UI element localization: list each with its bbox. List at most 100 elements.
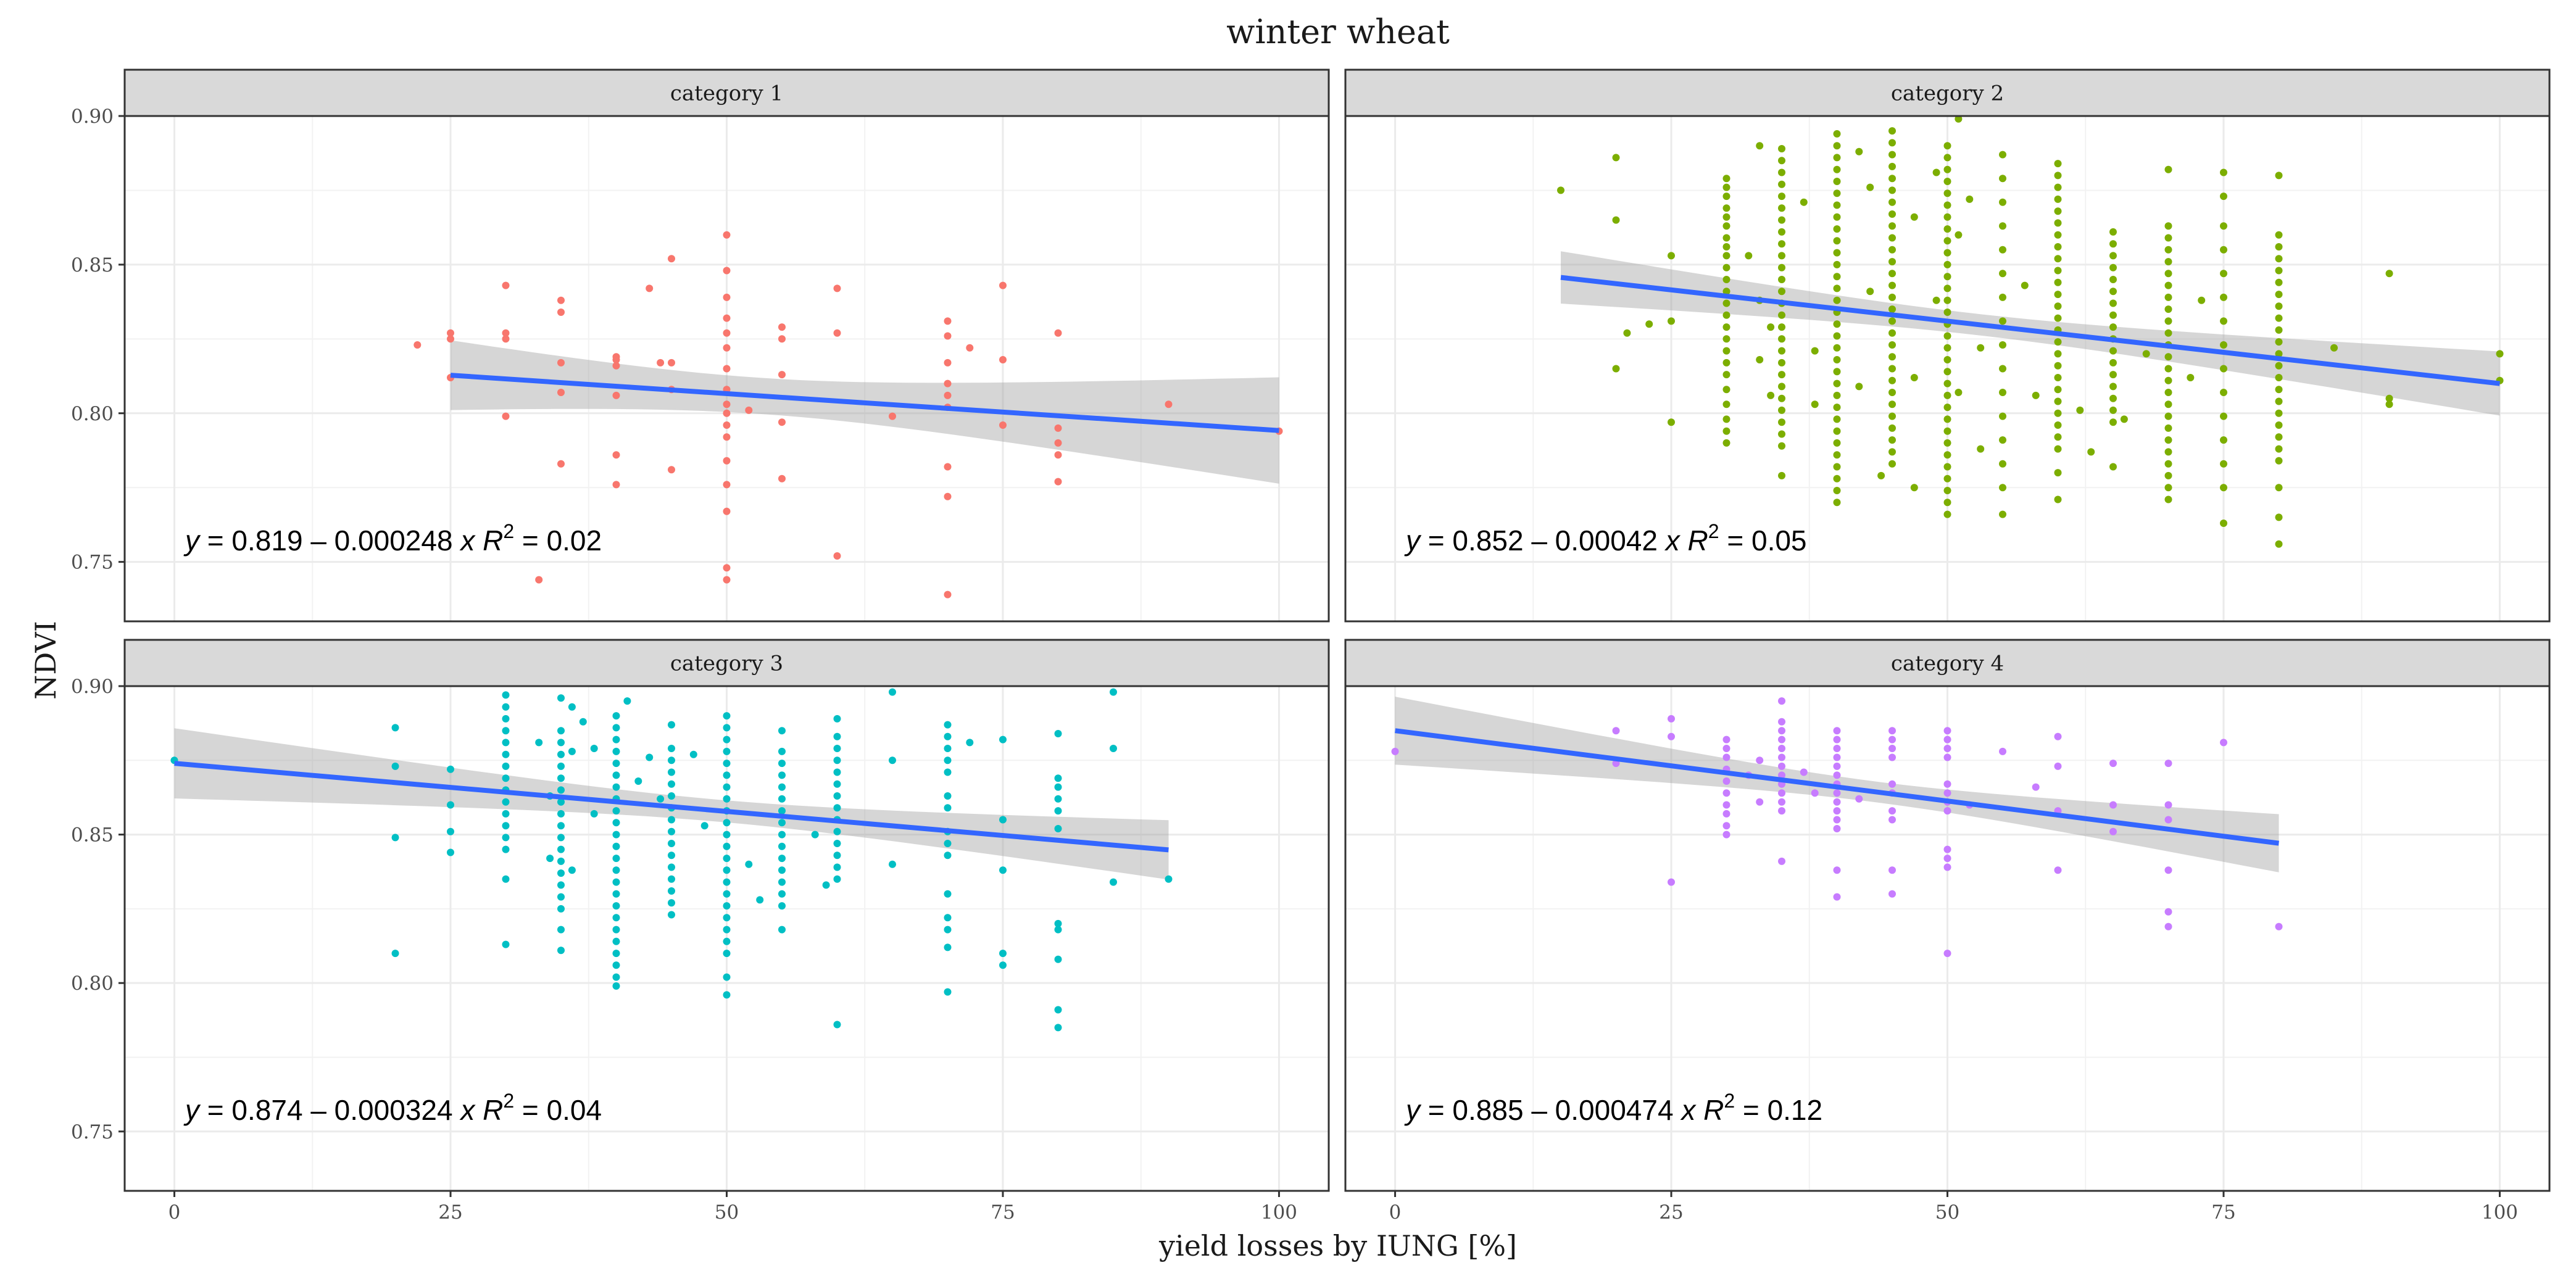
data-point — [2120, 415, 2128, 423]
data-point — [2220, 317, 2227, 325]
data-point — [2054, 762, 2062, 770]
data-point — [2109, 801, 2117, 809]
data-point — [1888, 460, 1896, 468]
facet-strip — [1344, 639, 2551, 687]
x-tick-label: 25 — [438, 1201, 462, 1224]
data-point — [1778, 745, 1785, 752]
data-point — [1778, 288, 1785, 296]
data-point — [1833, 391, 1841, 399]
data-point — [2109, 358, 2117, 367]
data-point — [833, 745, 841, 752]
data-point — [1110, 688, 1117, 696]
data-point — [944, 792, 952, 800]
data-point — [1943, 344, 1951, 352]
data-point — [944, 745, 952, 752]
data-point — [723, 937, 731, 945]
data-point — [944, 988, 952, 996]
data-point — [2021, 281, 2029, 289]
data-point — [657, 795, 665, 803]
data-point — [2164, 908, 2172, 916]
data-point — [1778, 347, 1785, 355]
data-point — [1722, 789, 1730, 797]
data-point — [723, 293, 731, 301]
data-point — [1833, 142, 1841, 150]
data-point — [778, 727, 786, 735]
data-point — [2164, 222, 2172, 230]
data-point — [723, 855, 731, 863]
data-point — [1778, 807, 1785, 815]
data-point — [612, 481, 620, 489]
data-point — [1943, 213, 1951, 221]
data-point — [1888, 151, 1896, 159]
data-point — [1943, 855, 1951, 863]
data-point — [2275, 338, 2283, 346]
data-point — [1999, 436, 2006, 444]
data-point — [502, 281, 510, 289]
data-point — [723, 842, 731, 850]
x-tick-label: 50 — [715, 1201, 739, 1224]
data-point — [502, 762, 510, 770]
data-point — [2054, 160, 2062, 168]
data-point — [502, 834, 510, 842]
data-point — [1778, 228, 1785, 236]
data-point — [2275, 386, 2283, 394]
data-point — [612, 914, 620, 922]
data-point — [778, 760, 786, 768]
data-point — [2385, 394, 2393, 402]
data-point — [2054, 195, 2062, 203]
data-point — [557, 947, 565, 955]
data-point — [1722, 335, 1730, 343]
data-point — [557, 739, 565, 747]
data-point — [1722, 183, 1730, 191]
data-point — [1999, 246, 2006, 254]
data-point — [2076, 406, 2084, 414]
facet-strip-label: category 2 — [1891, 81, 2004, 106]
y-tick-label: 0.75 — [71, 552, 114, 574]
data-point — [668, 780, 675, 788]
data-point — [612, 783, 620, 791]
data-point — [2220, 365, 2227, 373]
data-point — [1557, 186, 1564, 194]
data-point — [2109, 263, 2117, 271]
data-point — [2109, 252, 2117, 260]
data-point — [778, 474, 786, 483]
data-point — [1833, 178, 1841, 185]
data-point — [1110, 878, 1117, 886]
data-point — [723, 421, 731, 429]
data-point — [2220, 193, 2227, 201]
y-axis-title: NDVI — [29, 621, 62, 700]
data-point — [833, 827, 841, 835]
data-point — [568, 866, 576, 874]
data-point — [557, 857, 565, 865]
data-point — [1833, 225, 1841, 233]
data-point — [1778, 168, 1785, 176]
data-point — [1668, 317, 1675, 325]
data-point — [1833, 451, 1841, 459]
data-point — [833, 768, 841, 776]
data-point — [2275, 291, 2283, 299]
data-point — [2054, 314, 2062, 322]
data-point — [447, 848, 454, 856]
data-point — [1833, 893, 1841, 901]
data-point — [1778, 383, 1785, 391]
data-point — [1977, 344, 1985, 352]
data-point — [723, 231, 731, 239]
data-point — [1778, 145, 1785, 152]
data-point — [1833, 798, 1841, 806]
data-point — [1054, 424, 1062, 432]
data-point — [1722, 299, 1730, 307]
data-point — [2054, 386, 2062, 394]
data-point — [612, 937, 620, 945]
data-point — [1888, 341, 1896, 349]
data-point — [944, 851, 952, 860]
data-point — [668, 721, 675, 729]
data-point — [1999, 365, 2006, 373]
data-point — [1722, 263, 1730, 271]
data-point — [1888, 162, 1896, 170]
data-point — [2275, 540, 2283, 548]
data-point — [2164, 484, 2172, 492]
data-point — [634, 777, 642, 785]
data-point — [1054, 1024, 1062, 1032]
data-point — [833, 804, 841, 812]
data-point — [1054, 807, 1062, 815]
